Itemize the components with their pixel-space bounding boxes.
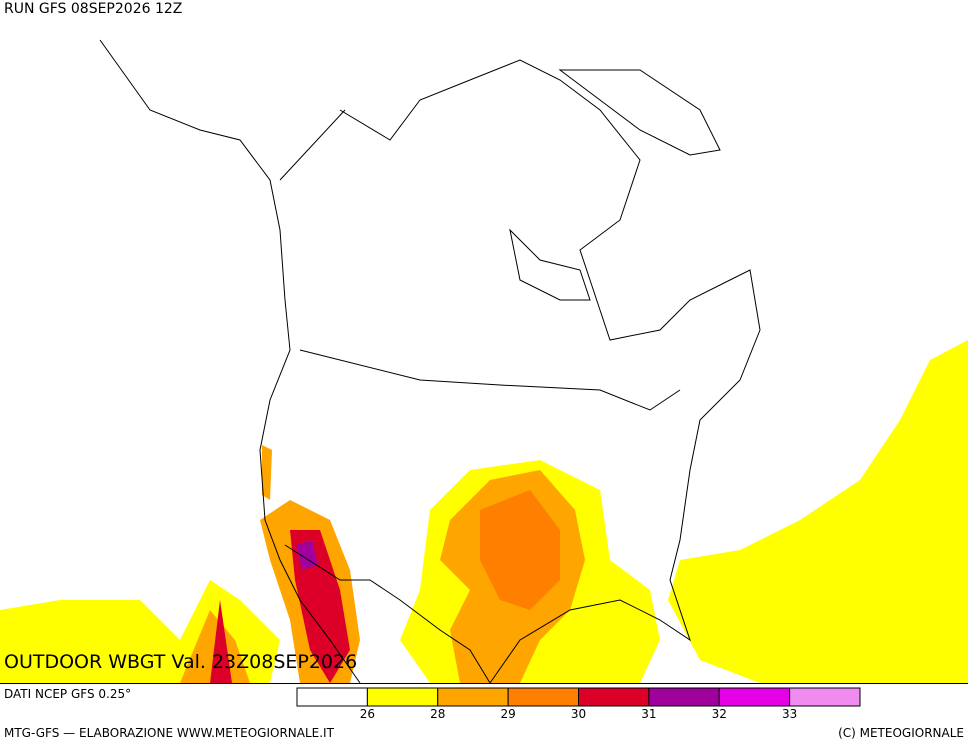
legend-tick-label: 28 [430,707,445,721]
heat-area-baja-core [210,600,232,683]
color-legend: 26 28 29 30 31 32 33 [296,687,861,721]
heat-area-core [480,490,560,610]
legend-swatch [296,687,368,707]
legend-swatch [789,687,861,707]
legend-swatch [437,687,509,707]
legend-swatch [507,687,579,707]
source-label: DATI NCEP GFS 0.25° [4,687,131,701]
legend-swatch [366,687,439,707]
map-area: OUTDOOR WBGT Val. 23Z08SEP2026 [0,39,968,684]
legend-tick-label: 31 [641,707,656,721]
coastlines [99,39,761,684]
legend-swatch [648,687,720,707]
legend-swatch [718,687,791,707]
legend-tick-label: 32 [712,707,727,721]
footer-left: MTG-GFS — ELABORAZIONE WWW.METEOGIORNALE… [4,726,335,740]
legend-tick-label: 26 [360,707,375,721]
legend-tick-label: 33 [782,707,797,721]
borders [279,109,681,684]
legend-tick-label: 30 [571,707,586,721]
legend-tick-label: 29 [500,707,515,721]
run-label: RUN GFS 08SEP2026 12Z [4,1,182,17]
map-title: OUTDOOR WBGT Val. 23Z08SEP2026 [4,651,357,673]
heat-area-california [262,445,272,500]
legend-swatch [578,687,650,707]
heat-area-atlantic [668,340,968,683]
footer-right: (C) METEOGIORNALE [838,726,964,740]
